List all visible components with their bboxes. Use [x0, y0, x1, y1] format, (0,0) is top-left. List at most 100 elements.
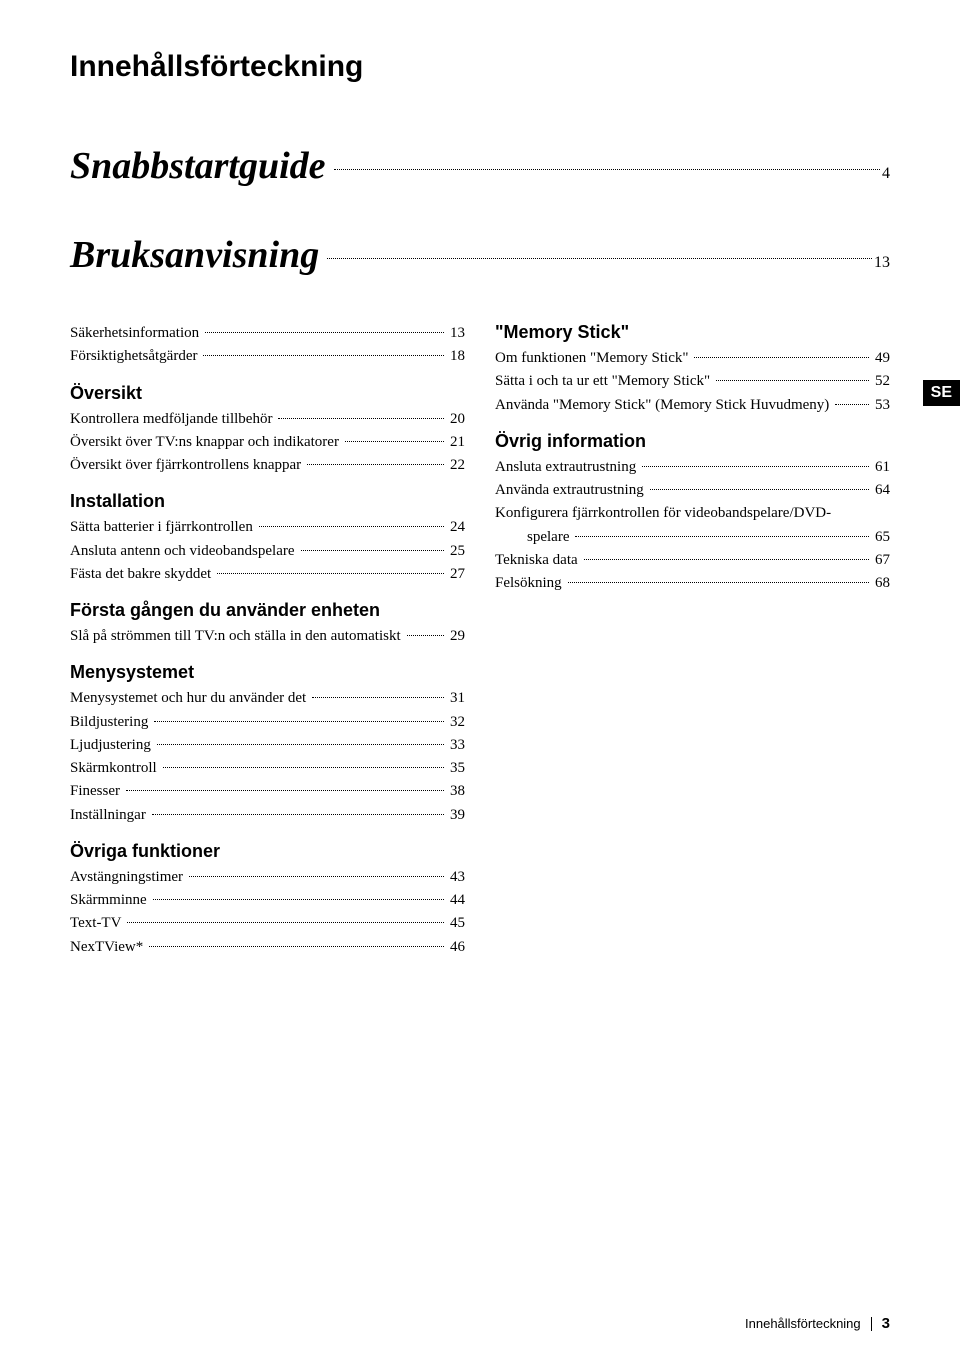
toc-label: NexTView*: [70, 936, 147, 959]
dots: [126, 790, 444, 791]
dots: [301, 550, 444, 551]
toc-label: Försiktighetsåtgärder: [70, 345, 201, 368]
page-title: Innehållsförteckning: [70, 50, 890, 84]
toc-label: Skärmkontroll: [70, 757, 161, 780]
toc-entry-wrapped-line2: spelare65: [495, 526, 890, 549]
toc-entry: Avstängningstimer 43: [70, 866, 465, 889]
dots: [149, 946, 444, 947]
toc-page: 43: [446, 866, 465, 889]
dots: [642, 466, 869, 467]
footer: Innehållsförteckning 3: [745, 1315, 890, 1332]
dots: [716, 380, 869, 381]
toc-label: Säkerhetsinformation: [70, 322, 203, 345]
toc-label: Avstängningstimer: [70, 866, 187, 889]
toc-page: 29: [446, 625, 465, 648]
toc-entry-wrapped-line1: Konfigurera fjärrkontrollen för videoban…: [495, 502, 890, 525]
toc-page: 13: [446, 322, 465, 345]
toc-label: Fästa det bakre skyddet: [70, 563, 215, 586]
dots: [278, 418, 444, 419]
dots: [835, 404, 869, 405]
toc-page: 53: [871, 394, 890, 417]
toc-entry: Översikt över fjärrkontrollens knappar 22: [70, 454, 465, 477]
toc-page: 27: [446, 563, 465, 586]
section-ovrig-information: Övrig information: [495, 431, 890, 452]
toc-label: Text-TV: [70, 912, 125, 935]
toc-label: Skärmminne: [70, 889, 151, 912]
section-forsta-gangen: Första gången du använder enheten: [70, 600, 465, 621]
toc-page: 31: [446, 687, 465, 710]
right-column: "Memory Stick" Om funktionen "Memory Sti…: [495, 322, 890, 959]
toc-label: Felsökning: [495, 572, 566, 595]
toc-entry: Fästa det bakre skyddet 27: [70, 563, 465, 586]
toc-page: 68: [871, 572, 890, 595]
toc-entry: Använda extrautrustning64: [495, 479, 890, 502]
footer-divider: [871, 1317, 872, 1331]
toc-label: Använda "Memory Stick" (Memory Stick Huv…: [495, 394, 833, 417]
toc-entry: Kontrollera medföljande tillbehör20: [70, 408, 465, 431]
dots: [568, 582, 869, 583]
footer-text: Innehållsförteckning: [745, 1316, 861, 1331]
left-column: Säkerhetsinformation 13 Försiktighetsåtg…: [70, 322, 465, 959]
toc-page: 52: [871, 370, 890, 393]
dots: [345, 441, 444, 442]
toc-entry: NexTView* 46: [70, 936, 465, 959]
toc-page: 46: [446, 936, 465, 959]
toc-entry: Inställningar 39: [70, 804, 465, 827]
toc-entry: Översikt över TV:ns knappar och indikato…: [70, 431, 465, 454]
toc-entry: Slå på strömmen till TV:n och ställa in …: [70, 625, 465, 648]
section-menysystemet: Menysystemet: [70, 662, 465, 683]
toc-entry: Försiktighetsåtgärder 18: [70, 345, 465, 368]
toc-entry: Säkerhetsinformation 13: [70, 322, 465, 345]
dots: [575, 536, 869, 537]
dots: [584, 559, 869, 560]
dots: [163, 767, 444, 768]
toc-label: spelare: [527, 526, 573, 549]
toc-label: Sätta batterier i fjärrkontrollen: [70, 516, 257, 539]
toc-entry: Skärmkontroll 35: [70, 757, 465, 780]
section-installation: Installation: [70, 491, 465, 512]
toc-label: Menysystemet och hur du använder det: [70, 687, 310, 710]
toc-entry: Bildjustering32: [70, 711, 465, 734]
part-label: Bruksanvisning: [70, 233, 325, 277]
dots: [259, 526, 444, 527]
part-bruksanvisning: Bruksanvisning 13: [70, 233, 890, 277]
dots: [154, 721, 444, 722]
toc-page: 25: [446, 540, 465, 563]
toc-page: 18: [446, 345, 465, 368]
section-ovriga-funktioner: Övriga funktioner: [70, 841, 465, 862]
dots: [217, 573, 444, 574]
toc-label: Översikt över fjärrkontrollens knappar: [70, 454, 305, 477]
toc-entry: Om funktionen "Memory Stick"49: [495, 347, 890, 370]
toc-page: 45: [446, 912, 465, 935]
section-oversikt: Översikt: [70, 383, 465, 404]
toc-entry: Tekniska data67: [495, 549, 890, 572]
dots: [189, 876, 444, 877]
part-label: Snabbstartguide: [70, 144, 332, 188]
dots: [127, 922, 444, 923]
toc-entry: Använda "Memory Stick" (Memory Stick Huv…: [495, 394, 890, 417]
dots: [327, 258, 872, 259]
toc-page: 35: [446, 757, 465, 780]
toc-page: 22: [446, 454, 465, 477]
toc-page: 24: [446, 516, 465, 539]
toc-entry: Finesser 38: [70, 780, 465, 803]
toc-page: 49: [871, 347, 890, 370]
footer-page-number: 3: [882, 1315, 890, 1332]
toc-label: Inställningar: [70, 804, 150, 827]
toc-page: 61: [871, 456, 890, 479]
toc-entry: Text-TV 45: [70, 912, 465, 935]
toc-page: 64: [871, 479, 890, 502]
dots: [694, 357, 869, 358]
toc-entry: Ansluta extrautrustning61: [495, 456, 890, 479]
dots: [153, 899, 444, 900]
toc-entry: Menysystemet och hur du använder det 31: [70, 687, 465, 710]
toc-page: 39: [446, 804, 465, 827]
toc-label: Slå på strömmen till TV:n och ställa in …: [70, 625, 405, 648]
dots: [157, 744, 444, 745]
dots: [312, 697, 444, 698]
toc-label: Översikt över TV:ns knappar och indikato…: [70, 431, 343, 454]
toc-page: 38: [446, 780, 465, 803]
toc-label: Finesser: [70, 780, 124, 803]
part-page: 13: [874, 254, 890, 272]
toc-label: Ljudjustering: [70, 734, 155, 757]
